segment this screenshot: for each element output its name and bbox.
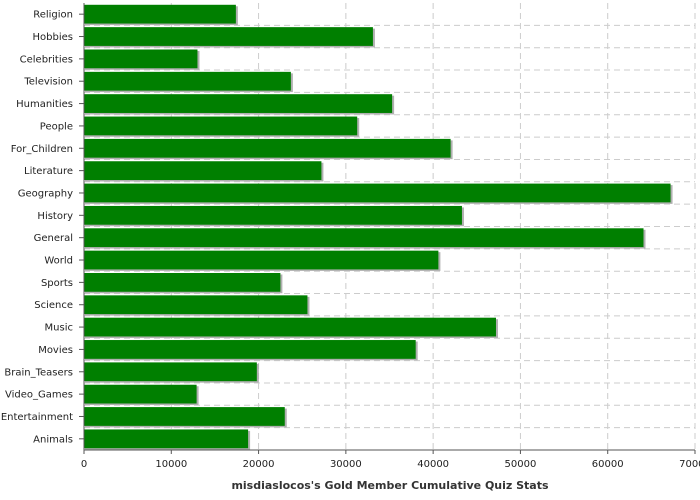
x-tick-label: 40000 — [417, 459, 449, 470]
category-label: Video_Games — [5, 390, 73, 401]
category-label: World — [44, 256, 73, 267]
category-label: People — [40, 121, 73, 132]
bar — [84, 49, 198, 69]
category-label: Animals — [33, 434, 73, 445]
bar — [84, 228, 644, 248]
category-label: Religion — [33, 10, 73, 21]
bar — [84, 295, 308, 315]
category-label: Science — [34, 300, 73, 311]
grid — [84, 3, 696, 450]
bar — [84, 161, 322, 181]
category-label: Celebrities — [20, 54, 73, 65]
bars — [84, 4, 673, 450]
category-label: Sports — [41, 278, 73, 289]
bar — [84, 94, 393, 113]
bar — [84, 384, 197, 404]
x-axis-title: misdiaslocos's Gold Member Cumulative Qu… — [231, 479, 549, 492]
bar — [84, 250, 439, 270]
bar — [84, 27, 373, 46]
x-tick-label: 30000 — [330, 459, 362, 470]
bar — [84, 429, 249, 449]
x-tick-label: 20000 — [243, 459, 275, 470]
axes: Religion Hobbies Celebrities Television Huma… — [1, 3, 700, 470]
bar — [84, 116, 358, 136]
category-label: Geography — [18, 188, 73, 199]
x-tick-label: 0 — [81, 459, 87, 470]
bar — [84, 138, 451, 158]
x-tick-label: 70000 — [679, 459, 700, 470]
bar — [84, 71, 291, 91]
category-label: Television — [23, 77, 73, 88]
category-label: Literature — [24, 166, 73, 177]
x-tick-label: 60000 — [592, 459, 624, 470]
bar — [84, 205, 462, 225]
bar — [84, 362, 257, 382]
bar — [84, 317, 496, 337]
category-label: For_Children — [11, 144, 73, 155]
category-label: Music — [45, 323, 73, 334]
bar — [84, 4, 236, 24]
category-label: General — [34, 233, 73, 244]
x-tick-label: 10000 — [155, 459, 187, 470]
bar — [84, 272, 281, 292]
category-label: Brain_Teasers — [4, 367, 73, 378]
bar — [84, 183, 671, 203]
category-label: Entertainment — [1, 412, 73, 423]
x-tick-label: 50000 — [505, 459, 537, 470]
bar — [84, 407, 285, 426]
category-label: Humanities — [16, 99, 73, 110]
bar — [84, 340, 416, 359]
category-label: History — [37, 211, 73, 222]
category-label: Movies — [38, 345, 73, 356]
category-label: Hobbies — [33, 32, 73, 43]
